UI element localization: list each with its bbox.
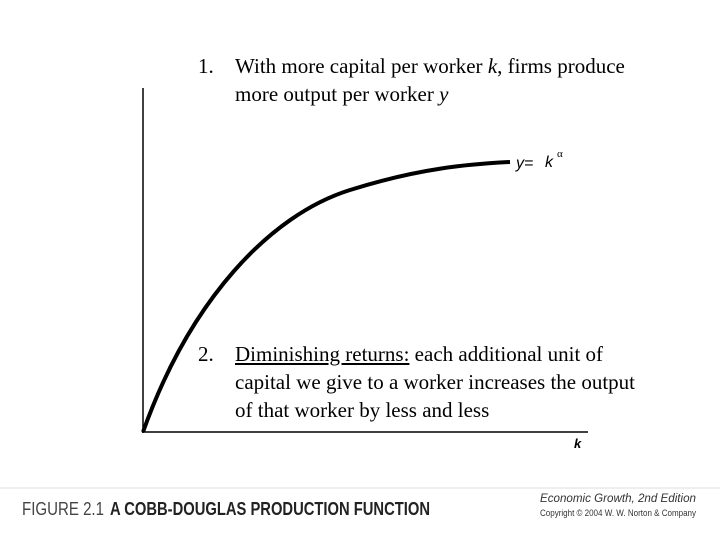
bullet-number: 2. — [198, 342, 214, 366]
figure-number: FIGURE 2.1 — [22, 499, 104, 519]
book-title: Economic Growth, 2nd Edition — [540, 491, 696, 505]
text-run: each additional unit of — [409, 342, 604, 366]
text-line: of that worker by less and less — [235, 396, 489, 424]
text-run: k — [487, 54, 498, 78]
curve-label-k: k — [545, 154, 554, 171]
text-run: With more capital per worker — [235, 54, 488, 78]
text-run: of that worker by less and less — [235, 398, 490, 422]
text-line: more output per worker y — [235, 80, 448, 108]
text-run: capital we give to a worker increases th… — [235, 370, 636, 394]
text-run: more output per worker — [235, 82, 440, 106]
text-line: Diminishing returns: each additional uni… — [235, 340, 603, 368]
figure-title: A COBB-DOUGLAS PRODUCTION FUNCTION — [110, 499, 430, 519]
text-run: Diminishing returns: — [235, 342, 410, 366]
text-line: capital we give to a worker increases th… — [235, 368, 635, 396]
x-axis-label: k — [574, 436, 582, 451]
production-curve — [141, 160, 511, 433]
copyright: Copyright © 2004 W. W. Norton & Company — [540, 508, 696, 518]
curve-label-exponent: α — [557, 148, 563, 160]
text-run: , firms produce — [497, 54, 625, 78]
text-run: y — [439, 82, 449, 106]
curve-label-y: y= — [515, 155, 533, 172]
text-line: With more capital per worker k, firms pr… — [235, 52, 625, 80]
bullet-number: 1. — [198, 54, 214, 78]
